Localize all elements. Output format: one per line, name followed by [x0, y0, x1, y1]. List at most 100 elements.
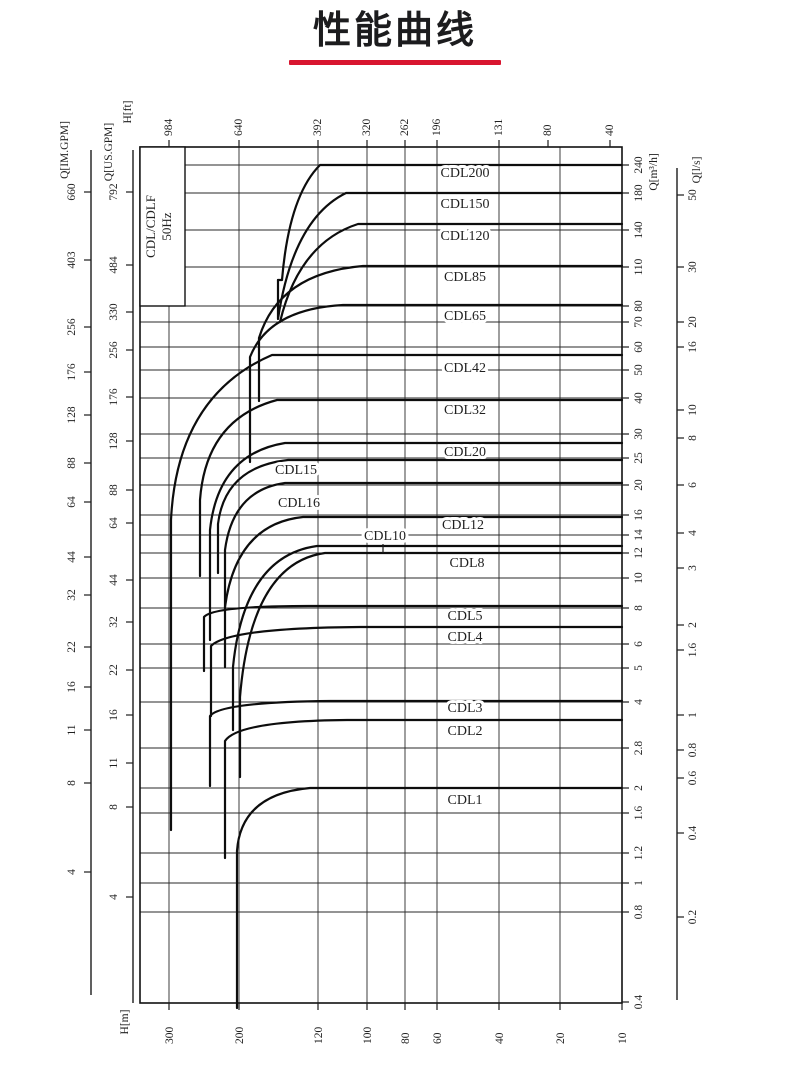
top-tick-label: 40 [604, 124, 616, 136]
series-curve-CDL200 [276, 163, 624, 282]
im-gpm-tick-label: 44 [66, 551, 78, 563]
model-box [139, 146, 186, 307]
bottom-tick-label: 40 [494, 1032, 506, 1044]
m3h-tick-label: 4 [633, 699, 645, 705]
us-gpm-tick-label: 330 [108, 303, 120, 321]
top-axis-title: H[ft] [122, 101, 134, 124]
series-curve-CDL12 [223, 515, 624, 669]
im-gpm-tick-label: 403 [66, 251, 78, 269]
series-label-CDL10: CDL10 [364, 529, 406, 544]
im-gpm-tick-label: 128 [66, 406, 78, 424]
series-label-CDL20: CDL20 [444, 445, 486, 460]
series-label-CDL16: CDL16 [278, 496, 320, 511]
ls-tick-label: 0.6 [687, 771, 699, 786]
im-gpm-axis-title: Q[IM.GPM] [59, 121, 71, 179]
bottom-tick-label: 10 [617, 1032, 629, 1044]
im-gpm-tick-label: 8 [66, 780, 78, 786]
ls-tick-label: 8 [687, 435, 699, 441]
m3h-tick-label: 25 [633, 452, 645, 464]
us-gpm-tick-label: 16 [108, 709, 120, 721]
us-gpm-tick-label: 11 [108, 757, 120, 768]
top-tick-label: 984 [163, 119, 175, 137]
bottom-tick-label: 100 [362, 1027, 374, 1045]
m3h-tick-label: 1 [633, 880, 645, 886]
im-gpm-tick-label: 660 [66, 183, 78, 201]
ls-tick-label: 16 [687, 341, 699, 353]
m3h-tick-label: 30 [633, 428, 645, 440]
im-gpm-tick-label: 22 [66, 641, 78, 653]
series-curve-CDL15 [216, 458, 624, 575]
series-curve-CDL3 [208, 699, 624, 788]
top-tick-label: 80 [542, 124, 554, 136]
ls-tick-label: 20 [687, 316, 699, 328]
ls-tick-label: 4 [687, 530, 699, 536]
bottom-tick-label: 20 [555, 1032, 567, 1044]
series-curve-CDL85 [257, 264, 624, 403]
ls-tick-label: 6 [687, 482, 699, 488]
series-curve-CDL1 [235, 786, 624, 1010]
im-gpm-tick-label: 11 [66, 724, 78, 735]
series-label-CDL1: CDL1 [448, 793, 483, 808]
ls-tick-label: 0.8 [687, 743, 699, 758]
us-gpm-tick-label: 484 [108, 256, 120, 274]
m3h-tick-label: 0.8 [633, 905, 645, 920]
series-curve-CDL20 [208, 441, 624, 642]
series-label-CDL4: CDL4 [448, 630, 483, 645]
page-title: 性能曲线 [312, 8, 477, 52]
m3h-tick-label: 8 [633, 605, 645, 611]
m3h-tick-label: 60 [633, 341, 645, 353]
ls-tick-label: 0.2 [687, 910, 699, 925]
model-box-line2: 50Hz [159, 212, 174, 240]
im-gpm-tick-label: 64 [66, 496, 78, 508]
us-gpm-tick-label: 176 [108, 388, 120, 406]
series-label-CDL5: CDL5 [448, 609, 483, 624]
series-label-CDL12: CDL12 [442, 518, 484, 533]
series-curve-CDL10 [231, 544, 624, 732]
m3h-tick-label: 180 [633, 184, 645, 202]
series-curve-CDL2 [223, 718, 624, 860]
title-underline [289, 59, 501, 65]
m3h-tick-label: 6 [633, 641, 645, 647]
im-gpm-tick-label: 176 [66, 363, 78, 381]
series-curve-CDL4 [209, 625, 624, 718]
ls-tick-label: 1 [687, 712, 699, 718]
im-gpm-tick-label: 88 [66, 457, 78, 469]
series-curve-CDL8 [238, 551, 624, 779]
series-curve-CDL150 [276, 191, 624, 321]
series-curve-CDL42 [169, 353, 624, 832]
m3h-tick-label: 10 [633, 572, 645, 584]
series-curve-CDL16 [223, 481, 624, 609]
us-gpm-tick-label: 792 [108, 183, 120, 201]
im-gpm-tick-label: 32 [66, 589, 78, 601]
title-block: 性能曲线 [0, 8, 790, 65]
m3h-tick-label: 40 [633, 392, 645, 404]
top-tick-label: 392 [312, 119, 324, 137]
ls-tick-label: 3 [687, 565, 699, 571]
m3h-tick-label: 240 [633, 156, 645, 174]
series-curve-CDL32 [198, 398, 624, 578]
top-tick-label: 131 [493, 119, 505, 137]
im-gpm-tick-label: 4 [66, 869, 78, 875]
im-gpm-tick-label: 256 [66, 318, 78, 336]
us-gpm-tick-label: 256 [108, 341, 120, 359]
bottom-tick-label: 60 [432, 1032, 444, 1044]
top-tick-label: 196 [431, 119, 443, 137]
m3h-tick-label: 1.6 [633, 806, 645, 821]
m3h-tick-label: 2 [633, 785, 645, 791]
ls-tick-label: 30 [687, 261, 699, 273]
series-label-CDL85: CDL85 [444, 270, 486, 285]
series-label-CDL120: CDL120 [441, 229, 490, 244]
series-curve-CDL5 [202, 604, 624, 673]
series-label-CDL3: CDL3 [448, 701, 483, 716]
ls-tick-label: 1.6 [687, 643, 699, 658]
top-tick-label: 640 [233, 119, 245, 137]
m3h-tick-label: 0.4 [633, 995, 645, 1010]
ls-tick-label: 2 [687, 622, 699, 628]
im-gpm-tick-label: 16 [66, 681, 78, 693]
series-label-CDL8: CDL8 [450, 556, 485, 571]
series-label-CDL2: CDL2 [448, 724, 483, 739]
model-box-line1: CDL/CDLF [143, 195, 158, 258]
us-gpm-tick-label: 22 [108, 664, 120, 676]
